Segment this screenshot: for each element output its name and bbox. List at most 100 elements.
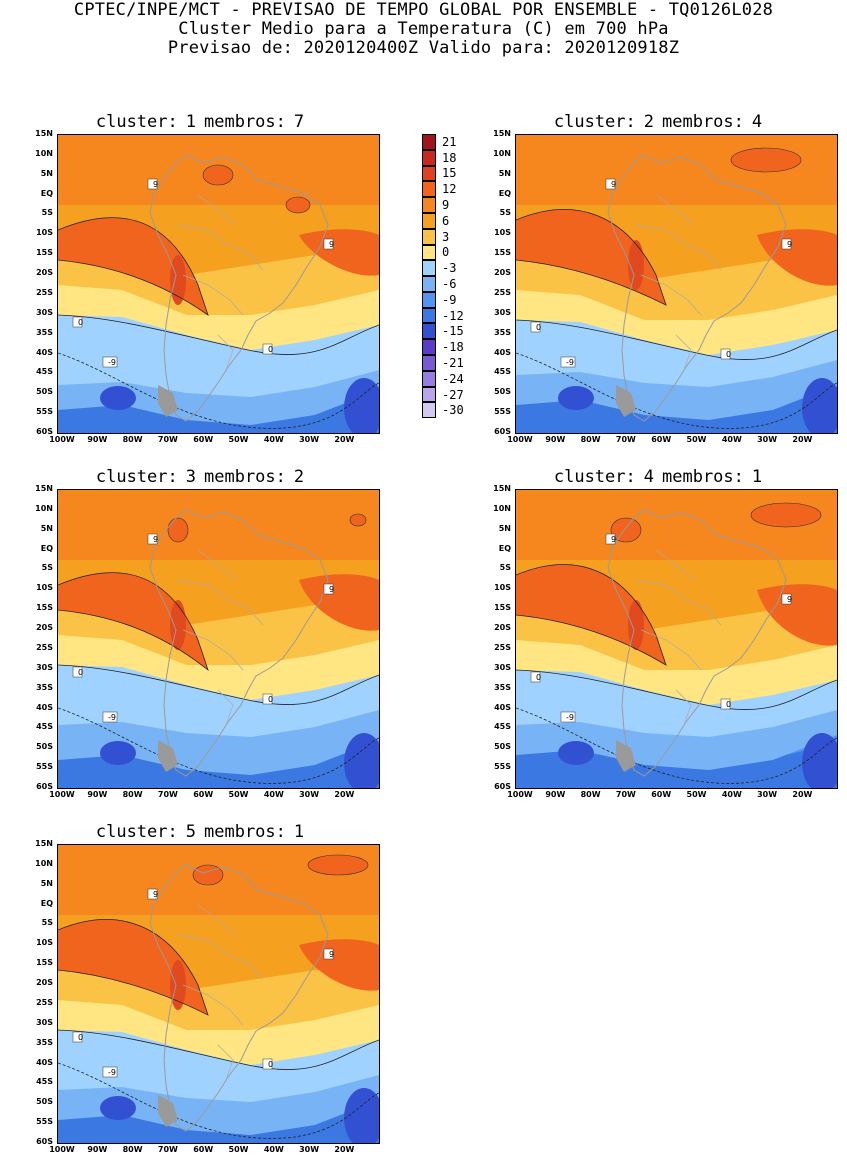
colorbar-swatch bbox=[422, 212, 436, 229]
colorbar-swatch bbox=[422, 386, 436, 403]
figure-title-line-1: CPTEC/INPE/MCT - PREVISAO DE TEMPO GLOBA… bbox=[73, 0, 774, 20]
members-count: 4 bbox=[751, 112, 763, 132]
latitude-label: 5S bbox=[41, 563, 53, 573]
latitude-label: 25S bbox=[494, 287, 511, 297]
svg-text:9: 9 bbox=[611, 180, 616, 189]
latitude-label: EQ bbox=[40, 898, 53, 908]
temperature-field: 9 9 0 0 -9 bbox=[58, 845, 379, 1143]
contour-label-0: 0 bbox=[530, 321, 541, 333]
colorbar-swatch bbox=[422, 323, 436, 340]
svg-text:-9: -9 bbox=[566, 358, 574, 367]
latitude-label: EQ bbox=[498, 543, 511, 553]
longitude-label: 60W bbox=[651, 790, 672, 799]
latitude-label: 45S bbox=[36, 1077, 53, 1087]
cluster-number: 3 bbox=[185, 467, 196, 487]
contour-label-minus-9: -9 bbox=[560, 711, 576, 723]
panel-title: cluster: 3 membros: 2 bbox=[20, 467, 380, 487]
latitude-label: 45S bbox=[36, 367, 53, 377]
colorbar-label: -21 bbox=[442, 355, 464, 370]
latitude-label: EQ bbox=[40, 543, 53, 553]
cluster-number: 4 bbox=[643, 467, 654, 487]
contour-label-9: 9 bbox=[781, 238, 792, 250]
longitude-label: 40W bbox=[263, 435, 284, 444]
colorbar-swatch bbox=[422, 355, 436, 371]
longitude-label: 90W bbox=[545, 790, 566, 799]
cluster-panel-5: cluster: 5 membros: 1 9 9 0 0 -9 15N 10N 5N EQ 5S 10S 1… bbox=[20, 822, 380, 1167]
temperature-colorbar: 21 18 15 12 9 6 3 0 -3 -6 -9 -12 -15 -18 -21 -24 -27 -30 bbox=[422, 134, 482, 444]
cluster-panel-1: cluster: 1 membros: 7 9 9 0 0 -9 15N 10N 5N EQ 5S 10S 1… bbox=[20, 112, 380, 457]
longitude-label: 70W bbox=[615, 435, 636, 444]
colorbar-swatch bbox=[422, 134, 436, 150]
temperature-map: 9 9 0 0 -9 bbox=[515, 134, 838, 434]
latitude-label: 30S bbox=[36, 1017, 53, 1027]
longitude-label: 100W bbox=[507, 790, 533, 799]
latitude-label: 5S bbox=[41, 918, 53, 928]
longitude-label: 50W bbox=[228, 1145, 249, 1154]
longitude-label: 90W bbox=[87, 1145, 108, 1154]
latitude-label: 40S bbox=[494, 347, 511, 357]
contour-label-9: 9 bbox=[323, 948, 334, 960]
latitude-label: 35S bbox=[494, 327, 511, 337]
latitude-label: 45S bbox=[494, 367, 511, 377]
longitude-label: 80W bbox=[122, 435, 143, 444]
colorbar-label: -12 bbox=[442, 308, 464, 323]
longitude-label: 70W bbox=[157, 790, 178, 799]
latitude-label: 5N bbox=[498, 523, 511, 533]
latitude-label: 5N bbox=[498, 168, 511, 178]
latitude-label: 55S bbox=[36, 1117, 53, 1127]
latitude-label: 10S bbox=[494, 228, 511, 238]
longitude-label: 100W bbox=[49, 1145, 75, 1154]
svg-text:9: 9 bbox=[611, 535, 616, 544]
latitude-label: 5N bbox=[40, 523, 53, 533]
cluster-label: cluster: bbox=[553, 467, 636, 487]
latitude-label: 30S bbox=[36, 662, 53, 672]
figure-title-line-3: Previsao de: 2020120400Z Valido para: 20… bbox=[167, 38, 680, 58]
colorbar-label: -27 bbox=[442, 387, 464, 402]
latitude-label: 35S bbox=[36, 682, 53, 692]
contour-label-0: 0 bbox=[262, 693, 273, 705]
figure-title-line-2: Cluster Medio para a Temperatura (C) em … bbox=[178, 19, 669, 39]
colorbar-label: -6 bbox=[442, 277, 457, 291]
latitude-label: 15S bbox=[36, 248, 53, 258]
longitude-label: 80W bbox=[580, 790, 601, 799]
latitude-label: 40S bbox=[494, 702, 511, 712]
latitude-label: 10N bbox=[493, 148, 511, 158]
svg-text:9: 9 bbox=[787, 240, 792, 249]
longitude-label: 20W bbox=[792, 435, 813, 444]
colorbar-swatch bbox=[422, 307, 436, 324]
latitude-label: 55S bbox=[36, 762, 53, 772]
latitude-label: 15N bbox=[35, 129, 53, 138]
members-label: membros: bbox=[662, 467, 744, 487]
temperature-field: 9 9 0 0 -9 bbox=[516, 490, 837, 788]
latitude-label: 5S bbox=[499, 563, 511, 573]
latitude-label: 25S bbox=[36, 642, 53, 652]
contour-label-0: 0 bbox=[530, 671, 541, 683]
latitude-label: 15N bbox=[35, 484, 53, 493]
latitude-label: 20S bbox=[494, 268, 511, 278]
members-label: membros: bbox=[204, 467, 286, 487]
cluster-label: cluster: bbox=[553, 112, 636, 132]
svg-text:0: 0 bbox=[726, 350, 731, 359]
longitude-label: 60W bbox=[193, 1145, 214, 1154]
colorbar-label: -3 bbox=[442, 261, 457, 276]
latitude-label: 45S bbox=[36, 722, 53, 732]
latitude-label: 40S bbox=[36, 1057, 53, 1067]
contour-label-9: 9 bbox=[323, 583, 334, 595]
colorbar-swatch bbox=[422, 181, 436, 198]
latitude-label: 20S bbox=[494, 623, 511, 633]
latitude-label: 35S bbox=[36, 327, 53, 337]
svg-text:9: 9 bbox=[329, 950, 334, 959]
contour-label-minus-9: -9 bbox=[102, 711, 118, 723]
temperature-field: 9 9 0 0 -9 bbox=[516, 135, 837, 433]
longitude-label: 40W bbox=[263, 790, 284, 799]
longitude-label: 100W bbox=[507, 435, 533, 444]
colorbar-swatch bbox=[422, 149, 436, 166]
latitude-label: 30S bbox=[494, 307, 511, 317]
longitude-label: 20W bbox=[334, 1145, 355, 1154]
svg-text:-9: -9 bbox=[108, 1068, 116, 1077]
svg-text:0: 0 bbox=[536, 323, 541, 332]
longitude-label: 80W bbox=[122, 1145, 143, 1154]
colorbar-swatch bbox=[422, 402, 436, 419]
colorbar-label: 12 bbox=[442, 182, 457, 197]
longitude-label: 90W bbox=[87, 790, 108, 799]
